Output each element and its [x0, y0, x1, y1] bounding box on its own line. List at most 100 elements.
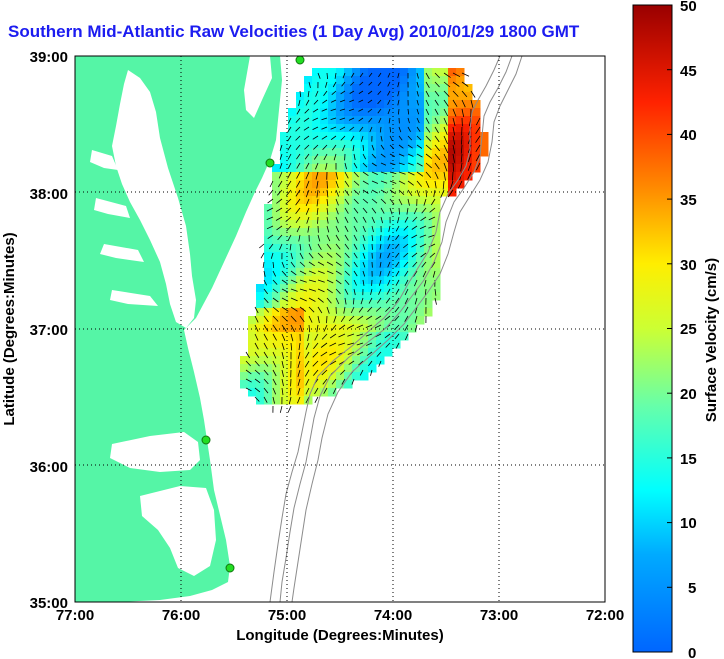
velocity-cell — [312, 356, 321, 365]
velocity-vector — [407, 135, 413, 141]
velocity-cell — [352, 108, 361, 117]
velocity-cell — [320, 284, 329, 293]
velocity-cell — [456, 116, 465, 125]
velocity-cell — [296, 100, 305, 109]
velocity-cell — [344, 68, 353, 77]
velocity-cell — [312, 364, 321, 373]
velocity-cell — [288, 316, 297, 325]
velocity-vector — [263, 306, 270, 313]
velocity-vector — [317, 297, 324, 303]
velocity-vector — [326, 225, 330, 233]
velocity-vector — [371, 243, 373, 250]
velocity-vector — [358, 306, 364, 313]
velocity-cell — [264, 284, 273, 293]
x-tick-label: 75:00 — [268, 607, 306, 624]
velocity-vector — [407, 171, 415, 176]
velocity-vector — [296, 153, 301, 160]
velocity-vector — [320, 351, 328, 357]
velocity-vector — [411, 252, 418, 258]
velocity-cell — [424, 84, 433, 93]
velocity-cell — [384, 76, 393, 85]
velocity-cell — [416, 212, 425, 221]
velocity-cell — [376, 180, 385, 189]
velocity-cell — [448, 164, 457, 173]
station-marker — [201, 435, 211, 445]
velocity-vector — [358, 99, 364, 103]
velocity-cell — [328, 204, 337, 213]
velocity-cell — [344, 260, 353, 269]
velocity-cell — [264, 364, 273, 373]
velocity-cell — [264, 340, 273, 349]
velocity-cell — [320, 268, 329, 277]
velocity-cell — [304, 148, 313, 157]
velocity-cell — [264, 220, 273, 229]
velocity-cell — [296, 180, 305, 189]
velocity-vector — [285, 198, 292, 205]
colorbar-tick-label: 10 — [680, 515, 697, 532]
map-grid — [75, 56, 605, 602]
velocity-vector — [317, 261, 325, 266]
velocity-vector — [322, 99, 328, 104]
velocity-cell — [312, 180, 321, 189]
velocity-cell — [272, 364, 281, 373]
velocity-vector — [322, 144, 328, 150]
velocity-vector — [316, 207, 319, 216]
velocity-cell — [408, 76, 417, 85]
velocity-vector — [323, 153, 328, 161]
velocity-cell — [400, 308, 409, 317]
velocity-cell — [256, 324, 265, 333]
velocity-cell — [448, 172, 457, 181]
velocity-cell — [344, 348, 353, 357]
velocity-vector — [378, 117, 382, 124]
velocity-cell — [400, 84, 409, 93]
velocity-vector — [306, 216, 310, 224]
velocity-vector — [413, 270, 418, 277]
velocity-vector — [315, 171, 319, 180]
velocity-vector — [316, 198, 319, 207]
velocity-cell — [392, 332, 401, 341]
velocity-vector — [323, 387, 328, 394]
y-tick-label: 36:00 — [30, 459, 68, 476]
velocity-vector — [326, 207, 329, 215]
velocity-vector — [317, 288, 325, 293]
velocity-vector — [397, 99, 400, 106]
velocity-cell — [272, 332, 281, 341]
velocity-cell — [288, 380, 297, 389]
velocity-cell — [384, 204, 393, 213]
velocity-cell — [344, 364, 353, 373]
velocity-vector — [425, 189, 427, 198]
velocity-vector — [452, 99, 458, 107]
velocity-cell — [384, 340, 393, 349]
velocity-cell — [360, 132, 369, 141]
velocity-vector — [272, 342, 277, 350]
x-tick-label: 73:00 — [480, 607, 518, 624]
velocity-cell — [312, 380, 321, 389]
velocity-cell — [416, 180, 425, 189]
velocity-vector — [380, 234, 382, 241]
velocity-cell — [464, 140, 473, 149]
velocity-cell — [352, 68, 361, 77]
velocity-vector — [461, 99, 466, 108]
velocity-cell — [400, 284, 409, 293]
velocity-cell — [424, 164, 433, 173]
velocity-cell — [344, 124, 353, 133]
velocity-vector — [375, 333, 382, 338]
velocity-cell — [296, 356, 305, 365]
velocity-vector — [356, 324, 364, 329]
velocity-vector — [384, 333, 391, 339]
velocity-cell — [376, 316, 385, 325]
velocity-cell — [448, 108, 457, 117]
velocity-cell — [336, 124, 345, 133]
velocity-cell — [336, 236, 345, 245]
velocity-vector — [281, 360, 284, 369]
velocity-cell — [320, 332, 329, 341]
colorbar-tick-label: 5 — [688, 580, 696, 597]
velocity-cell — [424, 228, 433, 237]
velocity-cell — [400, 116, 409, 125]
velocity-cell — [368, 300, 377, 309]
velocity-vector — [277, 234, 283, 241]
velocity-vector — [277, 189, 283, 196]
velocity-cell — [304, 372, 313, 381]
velocity-vector — [387, 252, 391, 259]
velocity-cell — [432, 68, 441, 77]
